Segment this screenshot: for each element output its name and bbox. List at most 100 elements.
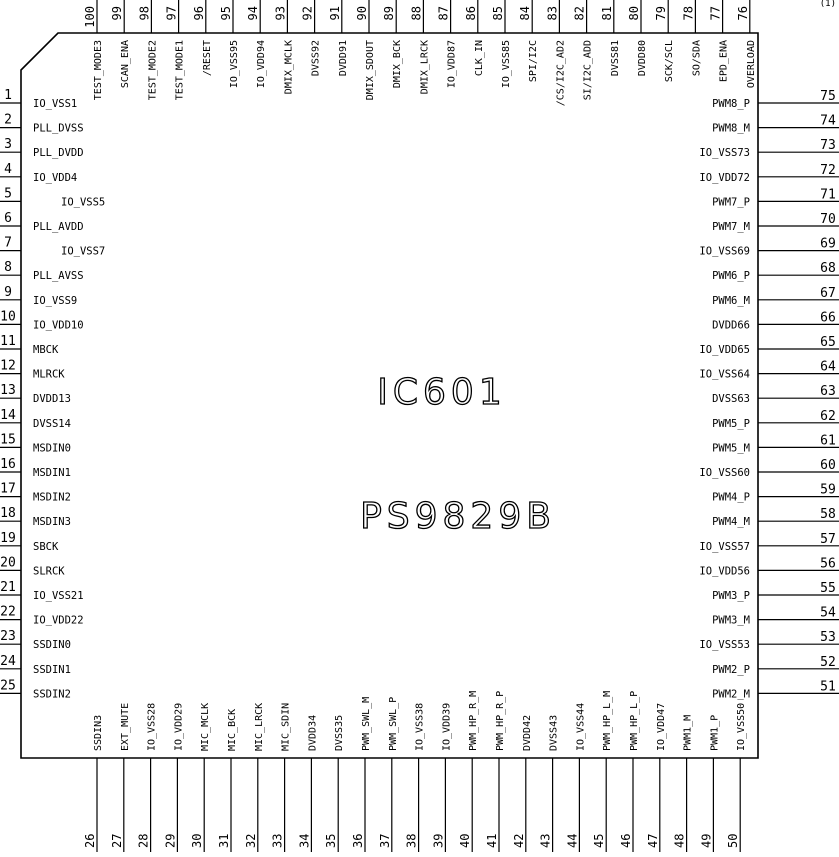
pin-name-33: MIC_SDIN [281,703,292,751]
pin-number-54: 54 [820,606,836,621]
pin-name-97: TEST_MODE1 [175,40,186,100]
pin-name-70: PWM7_M [712,221,750,233]
pin-number-21: 21 [0,580,16,595]
pin-name-43: DVSS43 [549,715,560,751]
pin-number-64: 64 [820,360,836,375]
pin-name-38: IO_VSS38 [415,703,426,751]
pin-name-37: PWM_SWL_P [388,697,399,751]
pin-number-82: 82 [573,6,587,20]
pin-number-63: 63 [820,384,836,399]
pin-number-86: 86 [464,6,478,20]
pin-name-2: PLL_DVSS [33,123,84,135]
pin-name-49: PWM1_P [709,715,720,751]
pin-name-59: PWM4_P [712,492,750,504]
pin-name-93: DMIX_MCLK [283,40,294,94]
pin-name-3: PLL_DVDD [33,147,84,159]
pin-name-25: SSDIN2 [33,688,71,700]
pin-name-64: IO_VSS64 [699,369,750,381]
pin-name-30: MIC_MCLK [200,703,211,751]
pin-name-27: EXT_MUTE [120,703,131,751]
left-pin-group: 1 IO_VSS1 2 PLL_DVSS 3 PLL_DVDD 4 IO_VDD4 5 IO_VS… [0,88,105,700]
pin-number-61: 61 [820,433,836,448]
pin-number-20: 20 [0,555,16,570]
pin-name-22: IO_VDD22 [33,615,84,627]
pin-number-90: 90 [355,6,369,20]
pin-name-20: SLRCK [33,565,65,577]
pin-name-61: PWM5_M [712,442,750,454]
pin-name-96: /RESET [202,40,213,76]
pin-name-47: IO_VDD47 [656,703,667,751]
pin-number-14: 14 [0,408,16,423]
top-pin-group: 100 TEST_MODE3 99 SCAN_ENA 98 TEST_MODE2 97 TES… [83,0,757,106]
bottom-pin-group: 26 SSDIN3 27 EXT_MUTE 28 IO_VSS28 29 IO_VDD29 30… [83,691,747,852]
pin-name-82: SI/I2C_ADD [583,40,594,100]
pin-name-91: DVDD91 [338,40,349,76]
pin-name-72: IO_VDD72 [699,172,750,184]
pin-name-29: IO_VDD29 [173,703,184,751]
pin-name-65: IO_VDD65 [699,344,750,356]
pin-name-51: PWM2_M [712,688,750,700]
pin-number-77: 77 [709,6,723,20]
pin-number-98: 98 [137,6,151,20]
pin-name-31: MIC_BCK [227,709,238,751]
pin-number-3: 3 [4,137,12,152]
pin-number-75: 75 [820,89,836,104]
pin-number-31: 31 [217,834,231,848]
pin-number-35: 35 [324,834,338,848]
pin-number-81: 81 [600,6,614,20]
pin-number-73: 73 [820,138,836,153]
pin-name-18: MSDIN3 [33,516,71,528]
pin-number-68: 68 [820,261,836,276]
pin-number-10: 10 [0,309,16,324]
pin-name-46: PWM_HP_L_P [629,691,640,751]
pin-number-26: 26 [83,834,97,848]
pin-number-89: 89 [382,6,396,20]
pin-name-89: DMIX_BCK [392,40,403,88]
pin-number-84: 84 [518,6,532,20]
pin-name-44: IO_VSS44 [575,703,586,751]
pin-number-100: 100 [83,6,97,28]
pin-number-33: 33 [271,834,285,848]
pin-name-11: MBCK [33,344,59,356]
pin-name-100: TEST_MODE3 [93,40,104,100]
pin-name-57: IO_VSS57 [699,541,750,553]
pin-number-53: 53 [820,630,836,645]
pin-number-32: 32 [244,834,258,848]
pin-number-40: 40 [458,834,472,848]
pin-name-98: TEST_MODE2 [147,40,158,100]
pin-name-13: DVDD13 [33,393,71,405]
pin-name-92: DVSS92 [311,40,322,76]
pin-number-15: 15 [0,432,16,447]
pin-name-50: IO_VSS50 [736,703,747,751]
pin-number-29: 29 [163,834,177,848]
pin-number-72: 72 [820,163,836,178]
pin-name-74: PWM8_M [712,123,750,135]
pin-number-52: 52 [820,655,836,670]
ic-reference-label: IC601 [377,372,506,413]
pin-number-27: 27 [110,834,124,848]
pin-number-38: 38 [405,834,419,848]
pin-number-19: 19 [0,531,16,546]
pin-name-16: MSDIN1 [33,467,71,479]
pin-name-9: IO_VSS9 [33,295,77,307]
pin-name-90: DMIX_SDOUT [365,40,376,100]
pin-number-49: 49 [699,834,713,848]
pin-number-99: 99 [110,6,124,20]
pin-name-67: PWM6_M [712,295,750,307]
pin-name-52: PWM2_P [712,664,750,676]
pin-name-21: IO_VSS21 [33,590,84,602]
pin-name-88: DMIX_LRCK [419,40,430,94]
pin-number-7: 7 [4,236,12,251]
pin-name-81: DVSS81 [610,40,621,76]
pin-number-13: 13 [0,383,16,398]
pin-number-78: 78 [681,6,695,20]
pin-name-14: DVSS14 [33,418,71,430]
pin-name-56: IO_VDD56 [699,565,750,577]
pin-name-24: SSDIN1 [33,664,71,676]
pin-name-99: SCAN_ENA [120,40,131,88]
pin-name-45: PWM_HP_L_M [602,691,613,751]
pin-number-67: 67 [820,286,836,301]
pin-name-40: PWM_HP_R_M [468,691,479,751]
